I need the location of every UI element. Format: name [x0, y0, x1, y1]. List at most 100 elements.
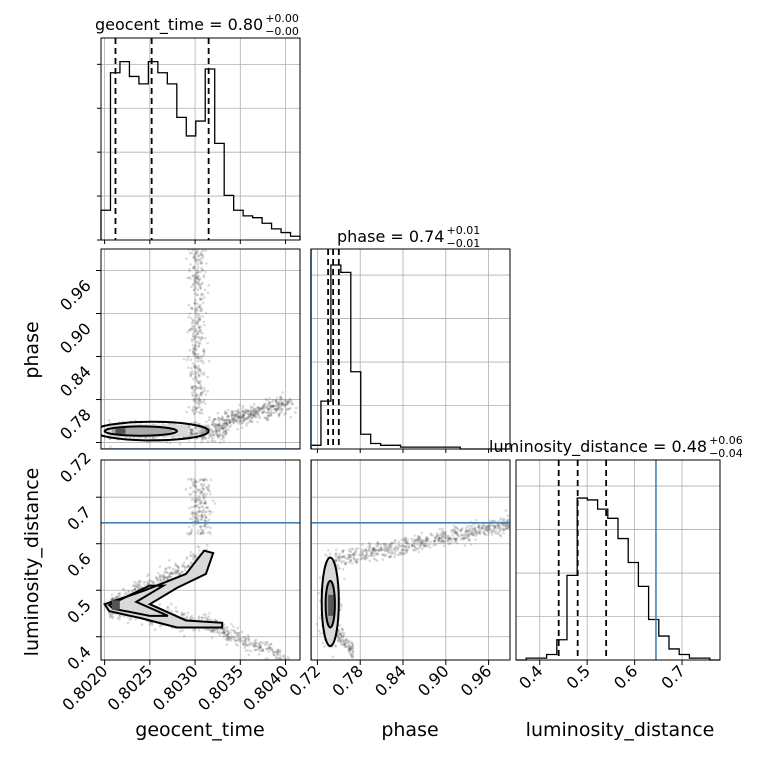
sample-point: [249, 413, 253, 416]
sample-point: [199, 359, 202, 363]
sample-point: [189, 358, 193, 362]
sample-point: [131, 589, 134, 593]
sample-point: [353, 553, 357, 557]
sample-point: [424, 541, 428, 545]
sample-point: [194, 329, 197, 333]
sample-point: [110, 593, 114, 597]
sample-point: [402, 537, 405, 540]
sample-point: [217, 424, 220, 428]
sample-point: [195, 421, 198, 424]
sample-point: [394, 539, 398, 543]
sample-point: [189, 371, 193, 374]
sample-point: [158, 624, 162, 628]
sample-point: [231, 410, 235, 414]
sample-point: [338, 632, 342, 635]
sample-point: [236, 638, 239, 642]
sample-point: [227, 632, 230, 635]
sample-point: [244, 637, 248, 640]
sample-point: [378, 547, 382, 551]
sample-point: [279, 396, 283, 400]
sample-point: [372, 557, 376, 560]
sample-point: [224, 421, 228, 425]
sample-point: [252, 413, 255, 416]
sample-point: [277, 403, 280, 407]
sample-point: [160, 579, 163, 582]
sample-point: [223, 410, 227, 413]
sample-point: [181, 563, 185, 567]
sample-point: [335, 559, 338, 563]
sample-point: [198, 532, 202, 536]
sample-point: [339, 633, 343, 637]
sample-point: [198, 368, 202, 371]
sample-point: [443, 534, 447, 537]
sample-point: [237, 633, 241, 637]
sample-point: [418, 546, 422, 549]
sample-point: [176, 610, 179, 614]
sample-point: [202, 398, 206, 402]
sample-point: [216, 426, 220, 430]
sample-point: [480, 524, 484, 528]
sample-point: [241, 415, 245, 419]
sample-point: [241, 415, 244, 419]
sample-point: [473, 529, 477, 533]
sample-point: [380, 549, 383, 552]
sample-point: [417, 538, 421, 542]
sample-point: [226, 638, 230, 642]
sample-point: [191, 332, 195, 335]
sample-point: [277, 403, 280, 407]
sample-point: [267, 650, 271, 653]
sample-point: [200, 490, 204, 494]
sample-point: [271, 651, 275, 654]
sample-point: [201, 428, 204, 432]
sample-point: [196, 532, 199, 535]
sample-point: [197, 488, 200, 492]
sample-point: [185, 557, 189, 561]
sample-point: [193, 273, 197, 277]
sample-point: [475, 530, 478, 534]
sample-point: [365, 553, 368, 557]
sample-point: [263, 405, 266, 408]
sample-point: [171, 567, 175, 571]
sample-point: [343, 645, 347, 649]
sample-point: [252, 412, 256, 415]
sample-point: [196, 370, 200, 374]
sample-point: [187, 533, 191, 536]
sample-point: [448, 536, 452, 540]
sample-point: [109, 613, 113, 616]
sample-point: [187, 564, 190, 567]
title-plus-luminosity_distance: +0.06: [709, 434, 743, 447]
sample-point: [193, 516, 197, 519]
sample-point: [191, 514, 195, 518]
sample-point: [204, 424, 207, 428]
sample-point: [293, 411, 297, 414]
sample-point: [253, 639, 257, 643]
sample-point: [283, 405, 287, 408]
sample-point: [137, 586, 140, 590]
sample-point: [254, 641, 257, 645]
sample-point: [213, 418, 216, 421]
sample-point: [413, 545, 416, 549]
sample-point: [382, 542, 386, 546]
sample-point: [384, 542, 388, 546]
sample-point: [209, 628, 212, 632]
sample-point: [365, 551, 368, 555]
sample-point: [217, 631, 220, 635]
sample-point: [390, 552, 393, 556]
sample-point: [199, 525, 203, 528]
sample-point: [197, 345, 200, 348]
sample-point: [200, 501, 203, 505]
sample-point: [242, 410, 246, 414]
sample-point: [334, 558, 337, 561]
sample-point: [487, 524, 491, 528]
hist-panel-luminosity_distance: [515, 459, 721, 661]
sample-point: [242, 413, 245, 417]
sample-point: [194, 302, 197, 305]
sample-point: [243, 411, 247, 415]
sample-point: [220, 426, 223, 430]
sample-point: [274, 399, 278, 403]
grid: [311, 460, 510, 660]
sample-point: [190, 429, 194, 433]
sample-point: [241, 404, 245, 408]
sample-point: [199, 399, 202, 403]
sample-point: [276, 401, 280, 404]
